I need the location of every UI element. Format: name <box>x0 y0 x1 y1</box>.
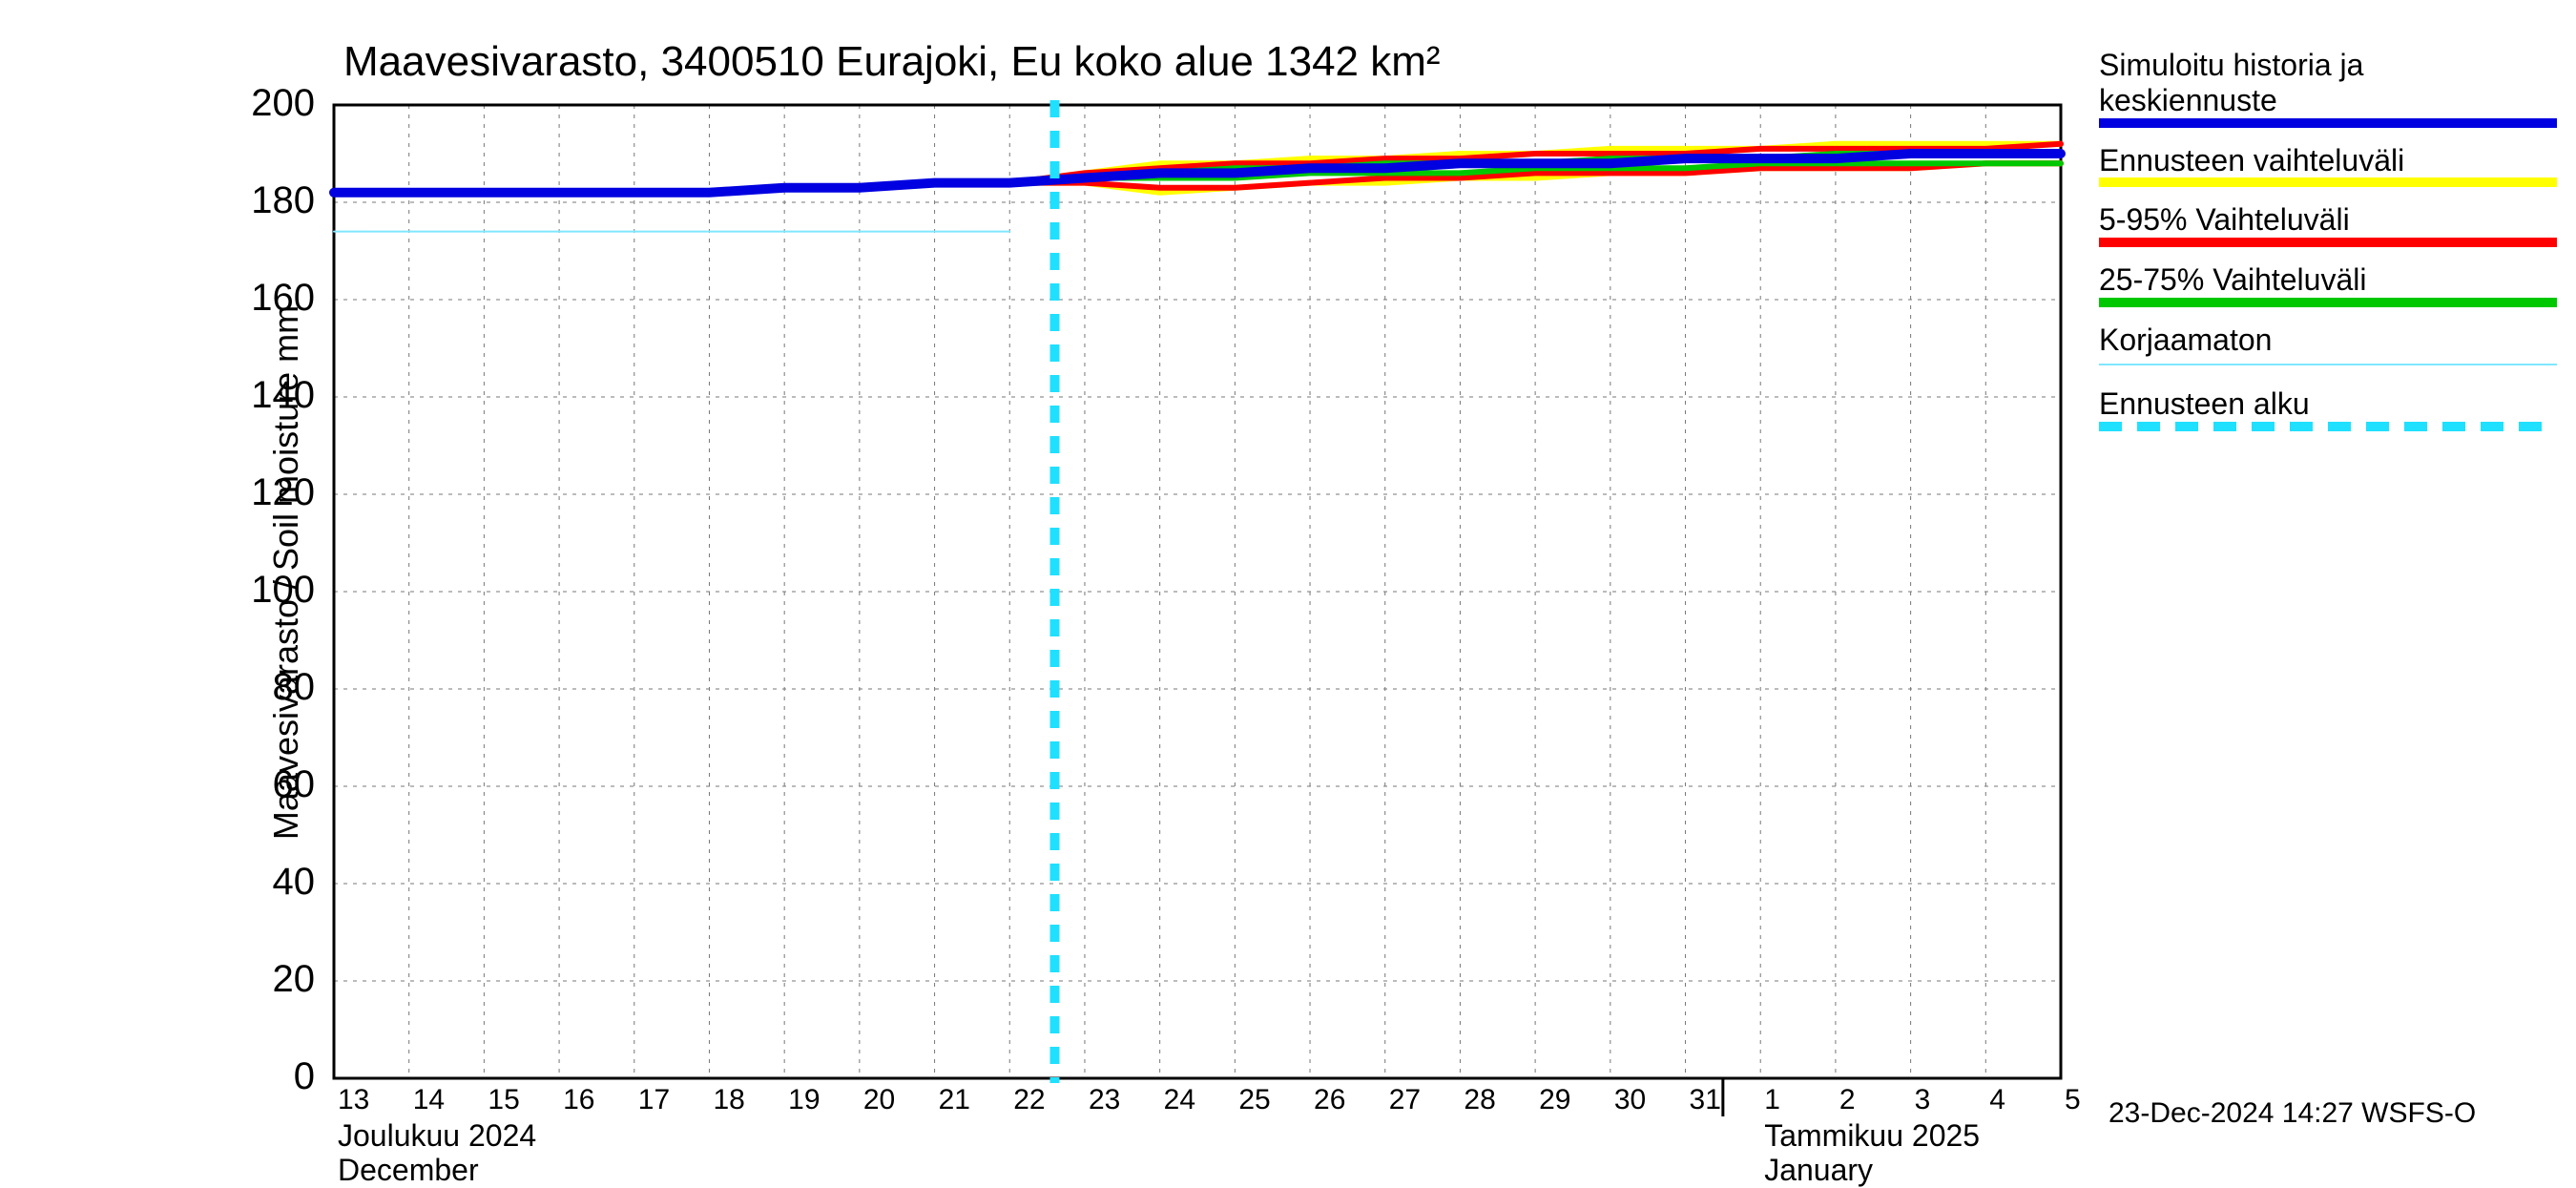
x-tick: 21 <box>939 1084 970 1116</box>
x-tick: 3 <box>1915 1084 1931 1116</box>
legend: Simuloitu historia jakeskiennusteEnnuste… <box>2099 48 2557 447</box>
legend-swatch <box>2099 364 2557 365</box>
month-label-en: January <box>1764 1153 1873 1188</box>
legend-swatch <box>2099 238 2557 247</box>
x-tick: 25 <box>1238 1084 1270 1116</box>
month-label-fi: Tammikuu 2025 <box>1764 1118 1980 1154</box>
legend-label: Korjaamaton <box>2099 323 2557 358</box>
x-tick: 26 <box>1314 1084 1345 1116</box>
y-tick: 60 <box>219 763 315 806</box>
legend-swatch <box>2099 298 2557 307</box>
legend-label: 25-75% Vaihteluväli <box>2099 262 2557 298</box>
y-tick: 20 <box>219 958 315 1001</box>
y-tick: 80 <box>219 666 315 709</box>
y-tick: 0 <box>219 1055 315 1098</box>
x-tick: 31 <box>1690 1084 1721 1116</box>
legend-label: 5-95% Vaihteluväli <box>2099 202 2557 238</box>
legend-item: 25-75% Vaihteluväli <box>2099 262 2557 321</box>
x-tick: 16 <box>563 1084 594 1116</box>
x-tick: 27 <box>1389 1084 1421 1116</box>
y-tick: 40 <box>219 861 315 904</box>
y-tick: 100 <box>219 569 315 612</box>
x-tick: 2 <box>1839 1084 1856 1116</box>
chart-container: Maavesivarasto, 3400510 Eurajoki, Eu kok… <box>0 0 2576 1145</box>
x-tick: 13 <box>338 1084 369 1116</box>
legend-swatch <box>2099 118 2557 128</box>
y-tick: 200 <box>219 82 315 125</box>
legend-item: Simuloitu historia jakeskiennuste <box>2099 48 2557 141</box>
y-tick: 160 <box>219 277 315 320</box>
legend-label: Simuloitu historia ja <box>2099 48 2557 83</box>
x-tick: 1 <box>1764 1084 1780 1116</box>
y-tick: 180 <box>219 179 315 222</box>
x-tick: 15 <box>488 1084 519 1116</box>
x-tick: 14 <box>413 1084 445 1116</box>
x-tick: 17 <box>638 1084 670 1116</box>
legend-item: Ennusteen alku <box>2099 386 2557 445</box>
legend-label: keskiennuste <box>2099 83 2557 118</box>
legend-item: Korjaamaton <box>2099 323 2557 385</box>
x-tick: 29 <box>1539 1084 1570 1116</box>
month-label-en: December <box>338 1153 479 1188</box>
x-tick: 20 <box>863 1084 895 1116</box>
month-label-fi: Joulukuu 2024 <box>338 1118 536 1154</box>
legend-item: 5-95% Vaihteluväli <box>2099 202 2557 261</box>
legend-swatch <box>2099 422 2557 431</box>
x-tick: 4 <box>1989 1084 2005 1116</box>
x-tick: 22 <box>1013 1084 1045 1116</box>
legend-item: Ennusteen vaihteluväli <box>2099 143 2557 201</box>
legend-label: Ennusteen vaihteluväli <box>2099 143 2557 178</box>
x-tick: 19 <box>788 1084 820 1116</box>
x-tick: 30 <box>1614 1084 1646 1116</box>
y-tick: 140 <box>219 374 315 417</box>
y-tick: 120 <box>219 471 315 514</box>
footer-timestamp: 23-Dec-2024 14:27 WSFS-O <box>2109 1097 2476 1130</box>
legend-label: Ennusteen alku <box>2099 386 2557 422</box>
x-tick: 18 <box>713 1084 744 1116</box>
x-tick: 28 <box>1464 1084 1495 1116</box>
x-tick: 24 <box>1164 1084 1195 1116</box>
x-tick: 5 <box>2065 1084 2081 1116</box>
legend-swatch <box>2099 177 2557 187</box>
x-tick: 23 <box>1089 1084 1120 1116</box>
